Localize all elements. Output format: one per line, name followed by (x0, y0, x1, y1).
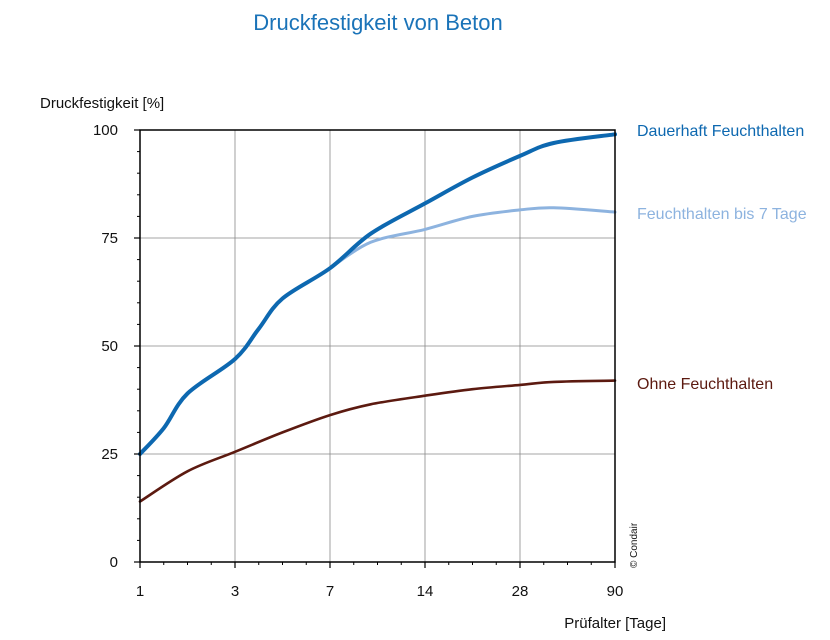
series-line-2 (138, 379, 617, 503)
legend-label-0: Dauerhaft Feuchthalten (637, 123, 804, 140)
x-tick-label: 1 (136, 583, 144, 600)
series-line-1 (328, 206, 617, 270)
y-tick-label: 100 (93, 122, 118, 139)
legend: Dauerhaft Feuchthalten Feuchthalten bis 7… (637, 123, 807, 393)
chart-title: Druckfestigkeit von Beton (253, 10, 502, 35)
x-axis-title: Prüfalter [Tage] (564, 615, 666, 632)
x-tick-label: 90 (607, 583, 624, 600)
x-tick-label: 7 (326, 583, 334, 600)
y-tick-label: 25 (101, 446, 118, 463)
series-line-0 (138, 132, 617, 456)
x-tick-label: 28 (512, 583, 529, 600)
x-tick-label: 14 (417, 583, 434, 600)
y-tick-label: 75 (101, 230, 118, 247)
y-axis-title: Druckfestigkeit [%] (40, 95, 164, 112)
ticks: 1 3 7 14 28 90 0 25 50 75 100 (93, 122, 623, 600)
y-tick-label: 0 (110, 554, 118, 571)
legend-label-1: Feuchthalten bis 7 Tage (637, 206, 807, 223)
grid (140, 130, 615, 562)
x-tick-label: 3 (231, 583, 239, 600)
series-group (138, 132, 617, 503)
credit-label: © Condair (629, 522, 640, 568)
y-tick-label: 50 (101, 338, 118, 355)
legend-label-2: Ohne Feuchthalten (637, 376, 773, 393)
